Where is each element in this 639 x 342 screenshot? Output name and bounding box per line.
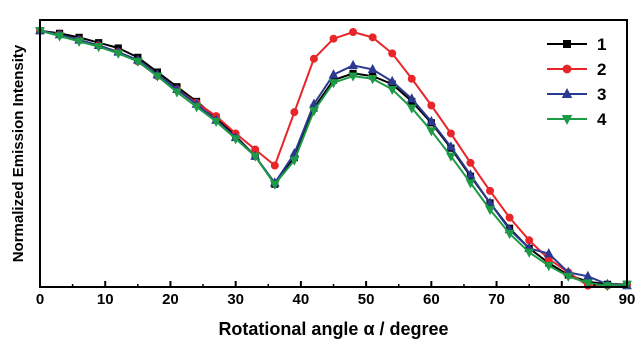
series-3-line bbox=[39, 29, 628, 287]
series-2-point bbox=[270, 161, 279, 170]
series-2 bbox=[36, 26, 632, 290]
legend-entry-4: 4 bbox=[547, 110, 607, 129]
series-3-point bbox=[328, 69, 339, 79]
series-4-point bbox=[583, 279, 593, 289]
series-4-point bbox=[543, 262, 554, 272]
series-4-point bbox=[504, 229, 515, 240]
legend: 1 2 3 4 bbox=[547, 35, 607, 129]
x-tick-label: 70 bbox=[488, 291, 505, 308]
series-4-point bbox=[269, 180, 280, 190]
series-2-point bbox=[486, 186, 495, 195]
series-4-line bbox=[39, 29, 628, 287]
series-3-point bbox=[543, 248, 554, 258]
legend-entry-3: 3 bbox=[547, 85, 606, 104]
series-4-point bbox=[524, 248, 535, 258]
series-4-point bbox=[446, 152, 456, 162]
series-4-point bbox=[152, 72, 163, 82]
series-3-point bbox=[348, 59, 358, 69]
series-2-point bbox=[505, 213, 514, 222]
x-axis-title: Rotational angle α / degree bbox=[218, 319, 448, 339]
series-4-point bbox=[132, 57, 143, 67]
legend-label: 1 bbox=[597, 35, 606, 54]
series-4-point bbox=[211, 117, 221, 128]
series-3-point bbox=[406, 93, 417, 103]
series-4-point bbox=[406, 104, 417, 114]
series-4-point bbox=[230, 135, 241, 145]
series-3 bbox=[35, 25, 632, 290]
x-axis: 0 10 20 30 40 50 60 70 80 90 bbox=[36, 281, 636, 308]
series-4-point bbox=[563, 272, 574, 282]
series-2-point bbox=[407, 74, 416, 83]
legend-marker bbox=[562, 64, 572, 74]
series-4-point bbox=[54, 32, 65, 42]
x-tick-label: 30 bbox=[227, 291, 244, 308]
x-tick-label: 50 bbox=[358, 291, 375, 308]
series-3-point bbox=[465, 169, 476, 179]
series-1 bbox=[36, 27, 631, 288]
series-3-point bbox=[426, 115, 437, 126]
series-2-point bbox=[466, 158, 475, 167]
x-tick-label: 10 bbox=[97, 291, 114, 308]
series-4-point bbox=[367, 75, 378, 85]
series-4-point bbox=[485, 205, 495, 216]
series-2-point bbox=[290, 108, 299, 117]
series-layer bbox=[35, 25, 632, 292]
legend-marker bbox=[561, 115, 573, 125]
x-tick-label: 0 bbox=[36, 291, 44, 308]
series-2-point bbox=[309, 54, 318, 63]
series-4-point bbox=[426, 127, 437, 137]
legend-label: 3 bbox=[597, 85, 606, 104]
series-4-point bbox=[309, 107, 319, 117]
legend-entry-1: 1 bbox=[547, 35, 606, 54]
series-2-point bbox=[388, 49, 397, 58]
x-tick-label: 60 bbox=[423, 291, 440, 308]
series-2-point bbox=[446, 129, 455, 138]
series-3-point bbox=[446, 141, 456, 151]
series-4-point bbox=[289, 156, 300, 166]
x-tick-label: 80 bbox=[553, 291, 570, 308]
legend-label: 4 bbox=[597, 110, 607, 129]
series-4-point bbox=[74, 37, 84, 47]
series-3-point bbox=[367, 63, 378, 73]
series-4-point bbox=[328, 79, 339, 89]
x-tick-label: 40 bbox=[293, 291, 310, 308]
series-4-point bbox=[191, 103, 202, 113]
series-2-point bbox=[368, 33, 377, 42]
series-2-line bbox=[39, 29, 628, 287]
series-3-point bbox=[387, 75, 398, 86]
series-4-point bbox=[250, 152, 261, 162]
x-tick-label: 20 bbox=[162, 291, 179, 308]
series-4-point bbox=[113, 49, 124, 59]
legend-marker bbox=[563, 40, 572, 49]
legend-label: 2 bbox=[597, 60, 606, 79]
series-4-point bbox=[387, 85, 398, 95]
series-4-point bbox=[465, 179, 476, 189]
series-4-point bbox=[172, 88, 182, 98]
legend-entry-2: 2 bbox=[547, 60, 606, 79]
legend-marker bbox=[561, 88, 573, 98]
y-axis-title: Normalized Emission Intensity bbox=[10, 44, 27, 262]
series-2-point bbox=[427, 101, 436, 110]
series-1-line bbox=[39, 29, 627, 286]
plot-frame bbox=[39, 19, 628, 288]
series-2-point bbox=[329, 34, 338, 43]
series-4-point bbox=[93, 43, 104, 53]
series-4-point bbox=[348, 72, 358, 82]
series-4 bbox=[35, 27, 632, 292]
series-2-point bbox=[349, 28, 358, 37]
x-tick-label: 90 bbox=[619, 291, 636, 308]
